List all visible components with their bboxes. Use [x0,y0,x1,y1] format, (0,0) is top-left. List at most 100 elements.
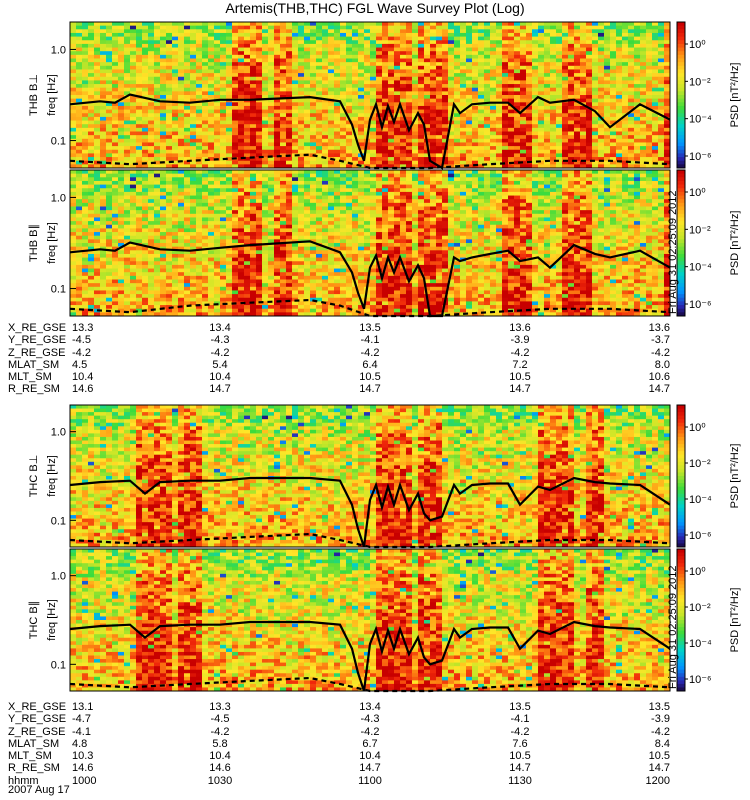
heatmap-cell [298,22,305,26]
heatmap-cell [166,294,173,298]
heatmap-column [490,22,497,169]
heatmap-cell [292,161,299,165]
heatmap-cell [562,91,569,95]
heatmap-cell [646,139,653,143]
heatmap-cell [598,95,605,99]
heatmap-cell [460,91,467,95]
heatmap-cell [214,106,221,110]
heatmap-cell [544,40,551,44]
heatmap-cell [394,153,401,157]
heatmap-cell [154,250,161,254]
heatmap-cell [418,150,425,154]
heatmap-cell [88,22,95,26]
heatmap-cell [166,62,173,66]
heatmap-cell [640,157,647,161]
heatmap-cell [166,276,173,280]
heatmap-cell [556,37,563,41]
heatmap-column [256,22,263,169]
heatmap-cell [460,132,467,136]
heatmap-cell [532,150,539,154]
heatmap-cell [646,29,653,33]
heatmap-cell [148,196,155,200]
heatmap-cell [430,22,437,26]
heatmap-cell [376,80,383,84]
heatmap-cell [568,40,575,44]
heatmap-cell [166,309,173,313]
heatmap-cell [358,135,365,139]
heatmap-cell [106,73,113,77]
heatmap-cell [544,51,551,55]
heatmap-cell [82,48,89,52]
heatmap-cell [286,51,293,55]
colorbar-segment [677,26,685,30]
heatmap-cell [460,124,467,128]
heatmap-cell [460,66,467,70]
heatmap-cell [94,157,101,161]
heatmap-cell [88,298,95,302]
heatmap-cell [184,146,191,150]
heatmap-cell [310,33,317,37]
heatmap-cell [592,84,599,88]
heatmap-cell [142,239,149,243]
heatmap-cell [406,40,413,44]
heatmap-cell [454,44,461,48]
heatmap-cell [220,40,227,44]
colorbar-tick-label: 10⁰ [689,39,706,51]
heatmap-cell [232,146,239,150]
heatmap-cell [538,88,545,92]
heatmap-cell [172,59,179,63]
heatmap-cell [118,73,125,77]
heatmap-cell [244,62,251,66]
heatmap-cell [418,77,425,81]
heatmap-cell [400,44,407,48]
heatmap-cell [262,146,269,150]
heatmap-cell [232,95,239,99]
heatmap-cell [598,84,605,88]
heatmap-cell [196,55,203,59]
heatmap-cell [214,62,221,66]
heatmap-cell [250,69,257,73]
heatmap-cell [82,146,89,150]
heatmap-column [112,170,119,317]
colorbar-segment [677,139,685,143]
heatmap-cell [82,243,89,247]
heatmap-cell [154,117,161,121]
heatmap-cell [136,210,143,214]
heatmap-cell [262,29,269,33]
heatmap-cell [334,139,341,143]
heatmap-cell [526,157,533,161]
heatmap-cell [508,73,515,77]
heatmap-cell [646,48,653,52]
heatmap-cell [172,150,179,154]
heatmap-cell [346,139,353,143]
heatmap-cell [166,142,173,146]
heatmap-cell [394,146,401,150]
heatmap-cell [166,261,173,265]
heatmap-cell [406,51,413,55]
heatmap-cell [160,283,167,287]
heatmap-cell [574,33,581,37]
heatmap-cell [76,192,83,196]
heatmap-cell [250,110,257,114]
heatmap-cell [178,40,185,44]
heatmap-cell [130,217,137,221]
heatmap-cell [616,113,623,117]
heatmap-cell [118,91,125,95]
heatmap-cell [172,62,179,66]
heatmap-cell [502,146,509,150]
heatmap-cell [202,88,209,92]
heatmap-cell [460,22,467,26]
heatmap-cell [190,62,197,66]
heatmap-cell [622,77,629,81]
heatmap-cell [232,91,239,95]
heatmap-cell [88,37,95,41]
heatmap-cell [82,33,89,37]
heatmap-cell [100,294,107,298]
heatmap-cell [352,150,359,154]
heatmap-cell [118,225,125,229]
heatmap-cell [298,117,305,121]
heatmap-cell [154,121,161,125]
heatmap-cell [184,276,191,280]
heatmap-cell [598,139,605,143]
heatmap-cell [286,121,293,125]
